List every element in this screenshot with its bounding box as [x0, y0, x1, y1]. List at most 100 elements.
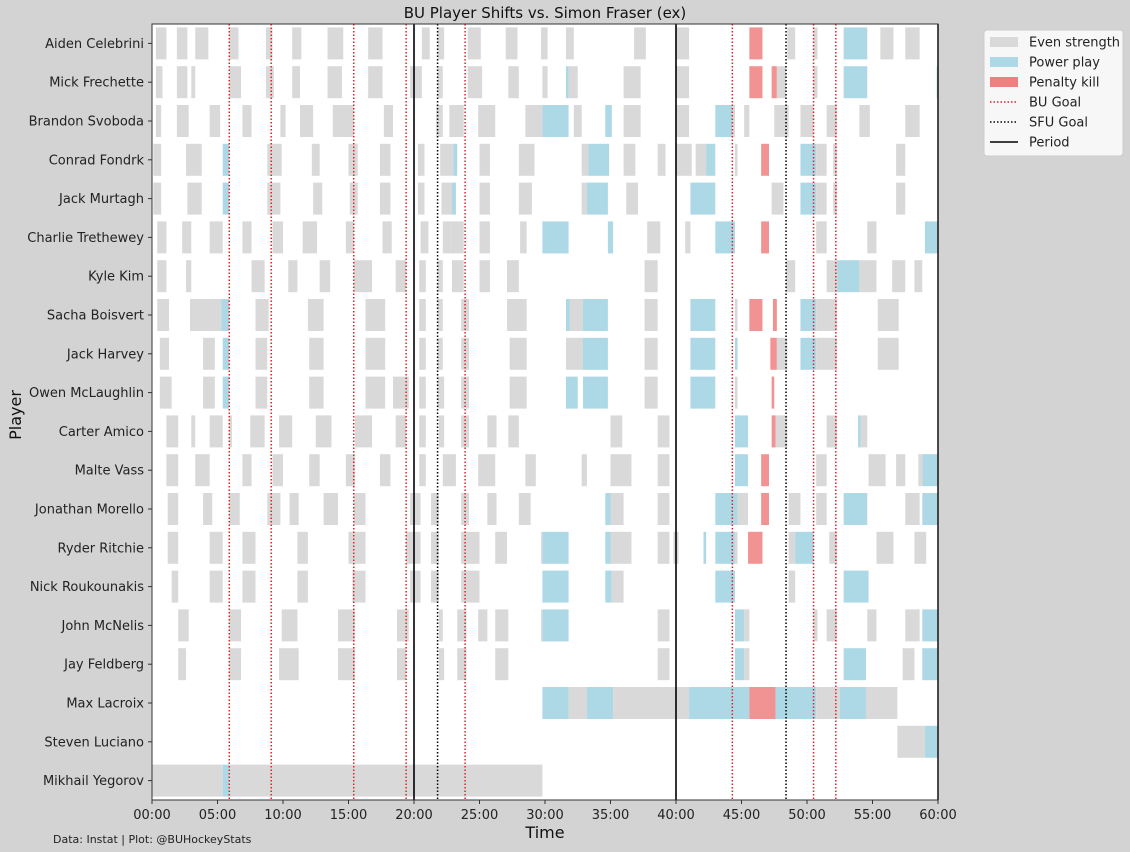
shift-bar-aiden-celebrini: [843, 27, 868, 60]
shift-bar-carter-amico: [419, 415, 426, 448]
shift-bar-charlie-trethewey: [302, 221, 318, 254]
shift-bar-nick-roukounakis: [461, 570, 480, 603]
shift-bar-john-mcnelis: [826, 609, 838, 642]
shift-bar-jack-murtagh: [833, 182, 838, 215]
shift-bar-carter-amico: [209, 415, 223, 448]
shift-bar-carter-amico: [610, 415, 623, 448]
shift-bar-kyle-kim: [419, 260, 426, 293]
shift-bar-jack-murtagh: [896, 182, 906, 215]
shift-bar-max-lacroix: [775, 687, 801, 719]
shift-bar-aiden-celebrini: [327, 27, 344, 60]
shift-bar-jack-harvey: [734, 337, 738, 370]
shift-bar-max-lacroix: [800, 687, 817, 719]
shift-bar-aiden-celebrini: [813, 27, 818, 60]
shift-bar-jay-feldberg: [744, 648, 750, 681]
shift-bar-ryder-ritchie: [495, 531, 508, 564]
shift-bar-conrad-fondrk: [479, 143, 490, 176]
legend-swatch: [990, 57, 1018, 67]
shift-bar-owen-mclaughlin: [159, 376, 172, 409]
shift-bar-conrad-fondrk: [186, 143, 202, 176]
shift-bar-max-lacroix: [749, 687, 776, 719]
shift-bar-john-mcnelis: [734, 609, 745, 642]
shift-bar-sacha-boisvert: [734, 299, 738, 331]
shift-bar-carter-amico: [775, 415, 788, 448]
shift-bar-jay-feldberg: [843, 648, 866, 681]
shift-bar-ryder-ritchie: [431, 531, 439, 564]
y-tick-label-jay-feldberg: Jay Feldberg: [63, 658, 144, 673]
shift-bar-jay-feldberg: [279, 648, 299, 681]
shift-bar-steven-luciano: [897, 725, 925, 758]
shift-bar-jay-feldberg: [457, 648, 467, 681]
legend-swatch: [990, 77, 1018, 87]
shift-bar-carter-amico: [315, 415, 332, 448]
shift-bar-jack-murtagh: [187, 182, 202, 215]
shift-bar-jack-harvey: [690, 337, 716, 370]
shift-bar-conrad-fondrk: [676, 143, 692, 176]
x-tick-label: 45:00: [723, 808, 760, 823]
shift-bar-kyle-kim: [892, 260, 906, 293]
legend: Even strength Power play Penalty kill BU Go…: [983, 29, 1124, 157]
shift-bar-nick-roukounakis: [542, 570, 569, 603]
shift-bar-ryder-ritchie: [610, 531, 632, 564]
shift-bar-charlie-trethewey: [761, 221, 770, 254]
shift-bar-jack-harvey: [509, 337, 527, 370]
shift-bar-brandon-svoboda: [525, 105, 543, 137]
shift-bar-kyle-kim: [451, 260, 464, 293]
shift-bar-kyle-kim: [837, 260, 860, 293]
shift-bar-brandon-svoboda: [383, 105, 394, 137]
shift-bar-aiden-celebrini: [368, 27, 383, 60]
shift-bar-jack-murtagh: [417, 182, 425, 215]
shift-bar-malte-vass: [734, 454, 749, 487]
shift-bar-jack-harvey: [776, 337, 788, 370]
shift-bar-sacha-boisvert: [772, 299, 777, 331]
shift-bar-jonathan-morello: [761, 493, 770, 525]
shift-bar-mick-frechette: [843, 66, 868, 99]
x-tick-label: 15:00: [330, 808, 367, 823]
shift-bar-jack-murtagh: [313, 182, 323, 215]
shift-bar-aiden-celebrini: [229, 27, 239, 60]
shift-bar-charlie-trethewey: [816, 221, 827, 254]
shift-bar-charlie-trethewey: [382, 221, 392, 254]
shift-bar-carter-amico: [438, 415, 445, 448]
shift-bar-ryder-ritchie: [734, 531, 738, 564]
shift-bar-owen-mclaughlin: [393, 376, 409, 409]
shift-bar-jack-harvey: [877, 337, 899, 370]
shift-bar-kyle-kim: [507, 260, 519, 293]
shift-bar-charlie-trethewey: [450, 221, 464, 254]
shift-bar-ryder-ritchie: [242, 531, 256, 564]
shift-bar-sacha-boisvert: [419, 299, 426, 331]
shift-bar-brandon-svoboda: [449, 105, 464, 137]
shift-bar-jonathan-morello: [410, 493, 421, 525]
shift-bar-jonathan-morello: [843, 493, 868, 525]
shift-bar-john-mcnelis: [178, 609, 189, 642]
shift-bar-sacha-boisvert: [877, 299, 899, 331]
shift-bar-mick-frechette: [565, 66, 569, 99]
shift-bar-malte-vass: [896, 454, 906, 487]
shift-bar-aiden-celebrini: [749, 27, 763, 60]
shift-bar-mikhail-yegorov: [229, 764, 543, 797]
shift-bar-owen-mclaughlin: [644, 376, 658, 409]
shift-bar-ryder-ritchie: [348, 531, 366, 564]
shift-bar-carter-amico: [250, 415, 265, 448]
shift-bar-john-mcnelis: [905, 609, 920, 642]
shift-bar-carter-amico: [279, 415, 293, 448]
shift-bar-charlie-trethewey: [647, 221, 661, 254]
shift-bar-conrad-fondrk: [657, 143, 666, 176]
shift-bar-jack-harvey: [582, 337, 608, 370]
shift-bar-malte-vass: [419, 454, 426, 487]
shift-bar-brandon-svoboda: [209, 105, 221, 137]
shift-bar-jonathan-morello: [905, 493, 920, 525]
y-tick-label-malte-vass: Malte Vass: [75, 464, 145, 479]
shift-bar-ryder-ritchie: [715, 531, 735, 564]
shift-bar-sacha-boisvert: [800, 299, 817, 331]
shift-bar-kyle-kim: [395, 260, 407, 293]
shift-bar-conrad-fondrk: [833, 143, 838, 176]
shift-bar-steven-luciano: [924, 725, 938, 758]
shift-bar-jack-harvey: [255, 337, 268, 370]
x-tick-label: 10:00: [264, 808, 301, 823]
shift-bar-max-lacroix: [613, 687, 690, 719]
shift-bar-owen-mclaughlin: [734, 376, 738, 409]
shift-bar-kyle-kim: [251, 260, 265, 293]
shift-bar-owen-mclaughlin: [582, 376, 608, 409]
shift-bar-carter-amico: [487, 415, 497, 448]
